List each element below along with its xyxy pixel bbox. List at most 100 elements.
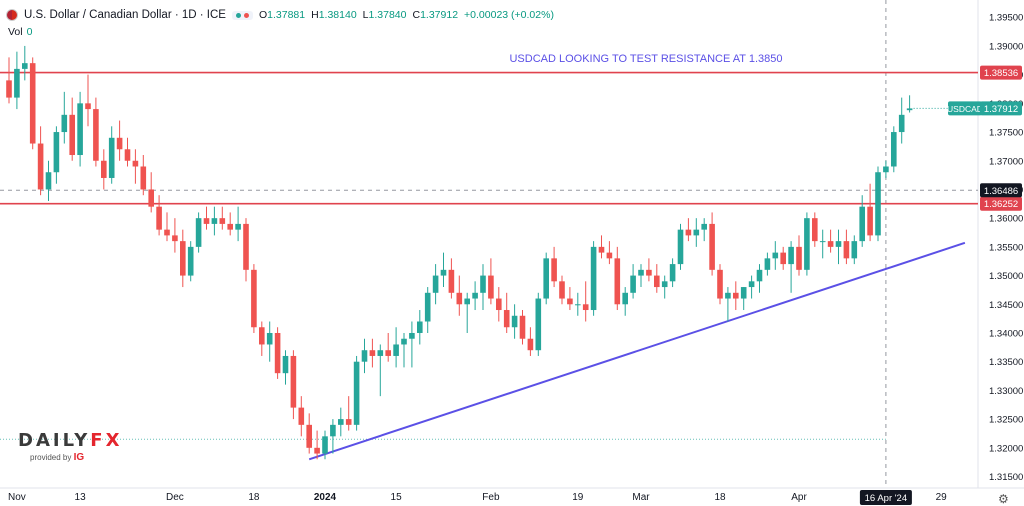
settings-gear-icon[interactable]: ⚙ [998,492,1009,506]
ohlc-close-label: C [412,9,421,21]
logo-right: FX [90,430,123,451]
candle-body [772,252,779,259]
y-tick-label: 1.39000 [989,41,1023,52]
candle-body [733,292,739,299]
crosshair-price-label: 1.36486 [984,186,1018,197]
symbol-title[interactable]: U.S. Dollar / Canadian Dollar · 1D · ICE [24,9,226,21]
candle-body [480,275,486,293]
level-price-tag [980,196,1022,211]
date-cursor-label: 16 Apr '24 [865,493,908,504]
candle-body [322,436,328,454]
y-tick-label: 1.34000 [989,328,1023,339]
candle-body [101,160,107,178]
ascending-trendline[interactable] [308,241,966,461]
candle-body [488,275,494,299]
candle-body [132,160,139,167]
ohlc-low: L1.37840 [363,9,407,21]
candle-body [259,327,265,345]
candle-body [148,189,154,207]
provided-by: provided by IG [30,452,122,463]
candle-body [14,68,20,98]
chart-annotation: USDCAD LOOKING TO TEST RESISTANCE AT 1.3… [509,53,782,65]
candle-body [827,241,834,247]
level-price-tag [980,65,1022,80]
ohlc-open: O1.37881 [259,9,305,21]
y-tick-label: 1.35500 [989,242,1023,253]
candle-body [195,218,202,247]
candle-body [156,206,162,230]
candle-body [440,269,447,276]
candle-body [693,229,700,236]
candle-body [330,424,336,437]
candle-body [93,109,99,161]
candle-body [638,269,644,276]
x-tick-label: Feb [482,492,500,503]
y-tick-label: 1.34500 [989,300,1023,311]
candle-body [227,223,233,230]
candle-body [464,298,470,305]
volume-legend[interactable]: Vol 0 [8,26,32,38]
x-tick-label: 2024 [314,492,337,503]
candle-body [61,114,68,133]
candle-body [527,338,534,351]
candle-body [306,424,312,448]
ohlc-open-value: 1.37881 [267,9,306,21]
status-dots[interactable] [231,10,253,20]
candle-body [448,269,455,293]
candle-body [725,292,731,299]
candle-body [843,241,850,259]
x-tick-label: 15 [391,492,403,503]
y-tick-label: 1.33500 [989,357,1023,368]
candle-body [582,304,589,311]
y-tick-label: 1.31500 [989,472,1023,483]
candle-body [108,137,115,178]
candle-body [219,218,226,224]
candle-body [266,332,273,345]
ohlc-high-label: H [311,9,319,21]
candle-body [851,241,858,259]
candle-body [764,258,771,270]
candle-body [756,269,763,282]
candle-body [567,298,573,305]
candle-body [377,350,384,356]
data-status-icon [243,12,249,18]
volume-label: Vol [8,26,23,38]
candle-body [338,419,344,425]
candle-body [891,132,897,167]
candle-body [748,281,755,288]
candle-body [314,447,320,454]
current-price-label: 1.37912 [984,104,1018,115]
candle-body [630,275,636,293]
symbol-tag [948,101,982,116]
candle-body [164,229,170,236]
candle-body [796,246,802,270]
candle-body [409,332,415,339]
candle-body [519,315,526,339]
x-tick-label: 18 [248,492,260,503]
y-tick-label: 1.39500 [989,13,1023,24]
candle-body [29,63,36,144]
candle-body [898,114,905,133]
candle-body [780,252,786,265]
date-cursor-tag [859,490,912,505]
candle-body [235,223,241,230]
candle-body [211,218,218,224]
candle-body [709,223,715,270]
candle-body [203,218,210,224]
ohlc-low-label: L [362,9,369,21]
candle-body [677,229,684,265]
candle-body [393,344,399,356]
candle-body [187,246,194,276]
candle-body [598,246,605,253]
candle-body [361,350,368,362]
candle-body [353,361,360,425]
y-tick-label: 1.32000 [989,443,1023,454]
candle-body [819,241,826,243]
candle-body [45,172,52,190]
x-tick-label: Dec [166,492,184,503]
candle-body [551,258,557,282]
flag-icon [6,9,18,21]
candle-body [172,235,178,242]
candle-body [654,275,660,288]
